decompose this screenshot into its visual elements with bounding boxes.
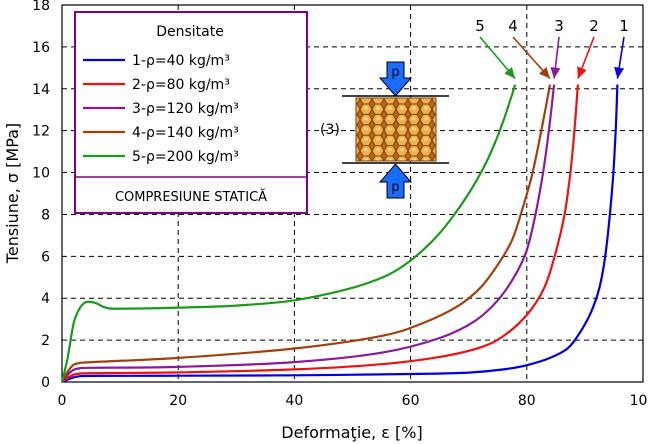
plot-frame	[61, 4, 644, 383]
callout-arrowhead-2	[577, 66, 587, 79]
y-tick-label: 14	[32, 82, 50, 98]
y-tick-label: 16	[32, 40, 50, 56]
series-line-4	[61, 84, 552, 383]
curve-label-3: 3	[554, 17, 564, 35]
y-axis-title: Tensiune, σ [MPa]	[3, 123, 22, 264]
x-axis-title: Deformaţie, ε [%]	[281, 423, 422, 442]
axis-ticks: 020406080100024681012141618	[32, 0, 648, 409]
y-tick-label: 18	[32, 0, 50, 14]
load-label-bottom: p	[391, 180, 399, 195]
y-tick-label: 12	[32, 124, 50, 140]
x-tick-label: 60	[402, 393, 420, 409]
legend-note: COMPRESIUNE STATICĂ	[115, 189, 267, 205]
legend-title: Densitate	[156, 24, 224, 40]
curve-label-2: 2	[589, 17, 599, 35]
x-tick-label: 80	[518, 393, 536, 409]
series-lines	[60, 84, 619, 384]
callout-arrowhead-5	[504, 67, 516, 79]
legend-items: 1-ρ=40 kg/m³ 2-ρ=80 kg/m³ 3-ρ=120 kg/m³ 4-ρ…	[83, 53, 239, 165]
x-tick-label: 40	[285, 393, 303, 409]
legend-label-1: 1-ρ=40 kg/m³	[132, 53, 230, 69]
series-line-3	[61, 84, 556, 383]
series-line-2	[61, 84, 579, 383]
curve-label-5: 5	[475, 17, 485, 35]
legend-label-5: 5-ρ=200 kg/m³	[132, 149, 239, 165]
legend: Densitate 1-ρ=40 kg/m³ 2-ρ=80 kg/m³ 3-ρ=12…	[74, 11, 308, 214]
callout-arrowhead-4	[539, 67, 550, 79]
legend-label-2: 2-ρ=80 kg/m³	[132, 77, 230, 93]
legend-box	[74, 11, 308, 214]
y-tick-label: 10	[32, 166, 50, 182]
x-tick-label: 0	[58, 393, 67, 409]
y-tick-label: 2	[41, 333, 50, 349]
load-arrow-bottom-icon	[378, 163, 413, 199]
x-tick-label: 100	[630, 393, 648, 409]
load-arrow-top-icon	[378, 61, 413, 97]
honeycomb-specimen	[355, 97, 437, 162]
callout-arrowhead-3	[550, 67, 561, 79]
load-label-top: p	[391, 65, 399, 80]
series-line-5	[60, 84, 517, 383]
x-tick-label: 20	[169, 393, 187, 409]
series-callouts: 1 2 3 4 5	[475, 17, 629, 80]
series-line-1	[61, 84, 619, 384]
y-tick-label: 4	[41, 291, 50, 307]
compression-inset: p p (3)	[320, 61, 449, 199]
legend-label-3: 3-ρ=120 kg/m³	[132, 101, 239, 117]
callout-arrowhead-1	[614, 66, 625, 79]
curve-label-1: 1	[619, 17, 629, 35]
y-tick-label: 8	[41, 207, 50, 223]
inset-label: (3)	[320, 122, 340, 138]
curve-label-4: 4	[508, 17, 518, 35]
y-tick-label: 6	[41, 249, 50, 265]
legend-label-4: 4-ρ=140 kg/m³	[132, 125, 239, 141]
y-tick-label: 0	[41, 375, 50, 391]
